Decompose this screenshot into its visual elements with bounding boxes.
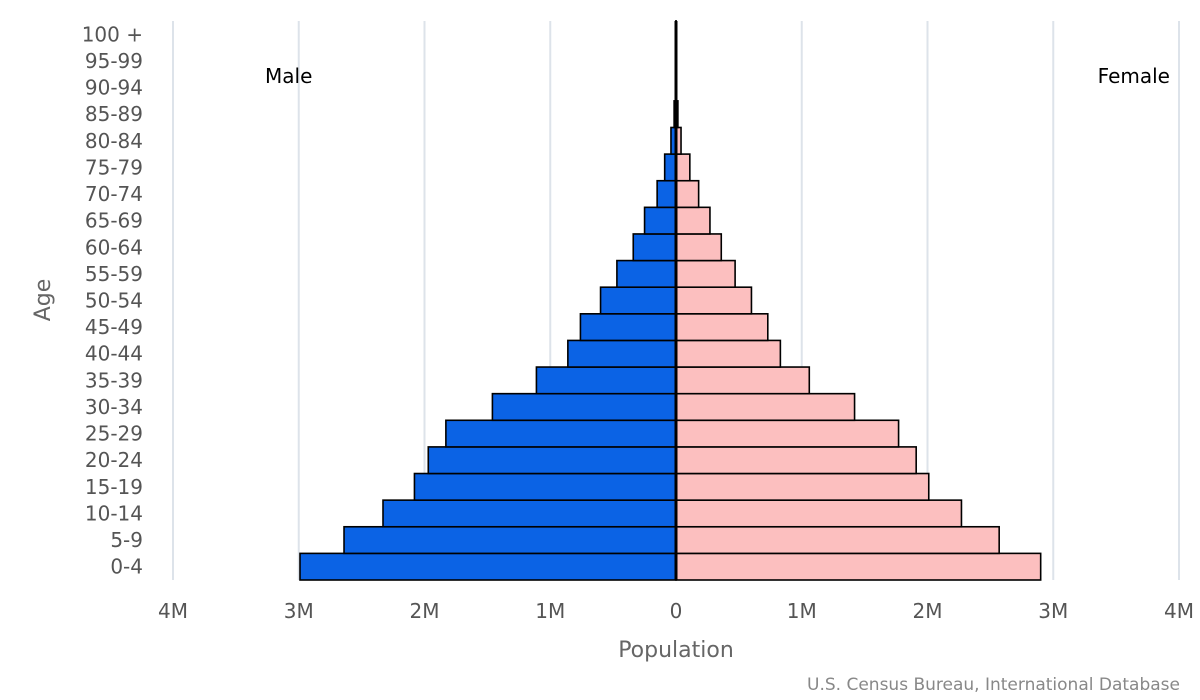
bar-female-30-34 [675, 392, 856, 422]
y-tick-label: 0-4 [110, 555, 143, 579]
y-tick-label: 30-34 [85, 395, 143, 419]
bar-female-25-29 [675, 419, 900, 448]
x-tick-label: 4M [158, 599, 188, 623]
y-tick-label: 65-69 [85, 209, 143, 233]
x-axis-title: Population [618, 638, 734, 663]
grid-lines [172, 21, 1180, 580]
y-tick-label: 5-9 [110, 528, 143, 552]
bar-male-10-14 [382, 499, 677, 528]
x-tick-label: 3M [1038, 599, 1068, 623]
bar-female-70-74 [675, 179, 700, 209]
y-tick-label: 40-44 [85, 342, 143, 366]
bar-female-45-49 [675, 313, 769, 342]
x-tick-label: 2M [410, 599, 440, 623]
y-tick-label: 75-79 [85, 155, 143, 179]
legend-male-label: Male [265, 64, 312, 88]
bar-female-55-59 [675, 259, 736, 288]
bar-male-45-49 [579, 313, 677, 342]
bar-male-35-39 [535, 366, 677, 395]
y-tick-label: 85-89 [85, 102, 143, 126]
bar-male-25-29 [445, 419, 677, 448]
bar-male-5-9 [343, 525, 677, 555]
y-tick-label: 95-99 [85, 49, 143, 73]
y-tick-label: 50-54 [85, 289, 143, 313]
y-axis-title: Age [31, 279, 56, 322]
bar-male-40-44 [567, 339, 677, 368]
bar-female-20-24 [675, 446, 917, 475]
bar-female-65-69 [675, 206, 711, 235]
bar-female-75-79 [675, 153, 691, 182]
bar-male-60-64 [632, 233, 677, 262]
bar-male-50-54 [599, 286, 677, 315]
source-credit: U.S. Census Bureau, International Databa… [807, 675, 1180, 695]
y-tick-label: 25-29 [85, 422, 143, 446]
x-tick-label: 0 [670, 599, 683, 623]
y-tick-label: 70-74 [85, 182, 143, 206]
y-tick-label: 10-14 [85, 501, 143, 525]
bar-female-15-19 [675, 472, 930, 501]
legend-female-label: Female [1098, 64, 1170, 88]
bar-female-0-4 [675, 552, 1042, 581]
bar-male-30-34 [491, 392, 677, 422]
x-tick-label: 1M [787, 599, 817, 623]
y-tick-label: 60-64 [85, 235, 143, 259]
bar-female-60-64 [675, 233, 723, 262]
y-tick-label: 80-84 [85, 129, 143, 153]
bar-female-35-39 [675, 366, 811, 395]
x-axis-tick-labels: 4M 3M 2M 1M 0 1M 2M 3M 4M [158, 599, 1194, 623]
bar-male-0-4 [299, 552, 677, 581]
bar-male-75-79 [663, 153, 677, 182]
y-tick-label: 15-19 [85, 475, 143, 499]
y-tick-label: 45-49 [85, 315, 143, 339]
bar-female-40-44 [675, 339, 782, 368]
y-tick-label: 35-39 [85, 368, 143, 392]
bar-male-55-59 [616, 259, 677, 288]
bar-female-5-9 [675, 525, 1000, 555]
x-tick-label: 2M [913, 599, 943, 623]
y-tick-label: 55-59 [85, 262, 143, 286]
x-tick-label: 3M [284, 599, 314, 623]
bar-male-15-19 [413, 472, 677, 501]
y-tick-label: 90-94 [85, 76, 143, 100]
y-tick-label: 20-24 [85, 448, 143, 472]
x-tick-label: 1M [535, 599, 565, 623]
bar-male-20-24 [427, 446, 677, 475]
bars [299, 20, 1042, 581]
bar-male-65-69 [643, 206, 677, 235]
bar-male-70-74 [656, 179, 677, 209]
x-tick-label: 4M [1164, 599, 1194, 623]
bar-female-50-54 [675, 286, 753, 315]
y-tick-label: 100 + [82, 22, 143, 46]
bar-female-10-14 [675, 499, 963, 528]
